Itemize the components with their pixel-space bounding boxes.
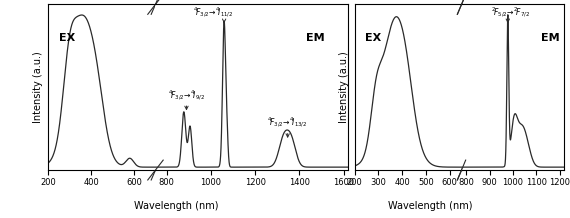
Text: $^4\!F_{3/2}\!\rightarrow\!^4\!I_{9/2}$: $^4\!F_{3/2}\!\rightarrow\!^4\!I_{9/2}$ — [168, 89, 205, 103]
Text: EX: EX — [59, 33, 75, 43]
Text: Wavelength (nm): Wavelength (nm) — [135, 201, 219, 211]
Text: $^4\!F_{3/2}\!\rightarrow\!^4\!I_{13/2}$: $^4\!F_{3/2}\!\rightarrow\!^4\!I_{13/2}$ — [267, 116, 308, 130]
Text: EM: EM — [541, 33, 560, 43]
Y-axis label: Intensity (a.u.): Intensity (a.u.) — [339, 51, 349, 123]
Text: EM: EM — [306, 33, 325, 43]
Text: Wavelength (nm): Wavelength (nm) — [388, 201, 473, 211]
Text: $^4\!F_{3/2}\!\rightarrow\!^4\!I_{11/2}$: $^4\!F_{3/2}\!\rightarrow\!^4\!I_{11/2}$ — [193, 6, 233, 20]
Text: $^2\!F_{5/2}\!\rightarrow\!^2\!F_{7/2}$: $^2\!F_{5/2}\!\rightarrow\!^2\!F_{7/2}$ — [491, 6, 530, 20]
Y-axis label: Intensity (a.u.): Intensity (a.u.) — [33, 51, 43, 123]
Text: EX: EX — [365, 33, 381, 43]
